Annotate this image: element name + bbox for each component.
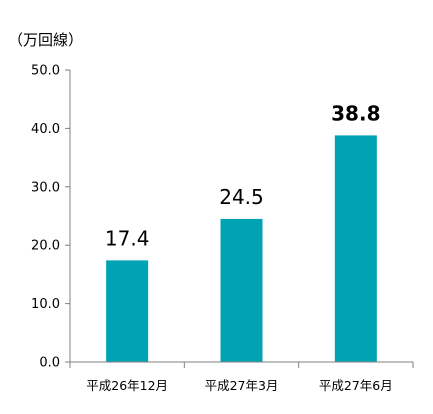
x-tick-label: 平成27年6月: [319, 378, 393, 393]
bars: [106, 135, 377, 362]
y-tick-label: 10.0: [31, 297, 60, 312]
y-tick-label: 50.0: [31, 64, 60, 79]
y-tick-label: 0.0: [39, 356, 60, 371]
x-tick-label: 平成27年3月: [205, 378, 279, 393]
y-tick-label: 40.0: [31, 122, 60, 137]
data-label: 38.8: [331, 101, 380, 125]
x-tick-label: 平成26年12月: [86, 378, 168, 393]
y-axis-ticks: 0.0 10.0 20.0 30.0 40.0 50.0: [31, 64, 70, 371]
bar: [334, 135, 377, 362]
y-tick-label: 30.0: [31, 180, 60, 195]
x-axis-ticks: 平成26年12月 平成27年3月 平成27年6月: [69, 362, 414, 393]
y-tick-label: 20.0: [31, 239, 60, 254]
y-axis-unit-label: （万回線）: [8, 31, 83, 49]
bar: [220, 218, 263, 362]
data-label: 24.5: [219, 185, 264, 209]
bar: [106, 260, 149, 362]
data-label: 17.4: [105, 226, 150, 250]
data-labels: 17.4 24.5 38.8: [105, 101, 381, 250]
axes: [69, 70, 413, 363]
